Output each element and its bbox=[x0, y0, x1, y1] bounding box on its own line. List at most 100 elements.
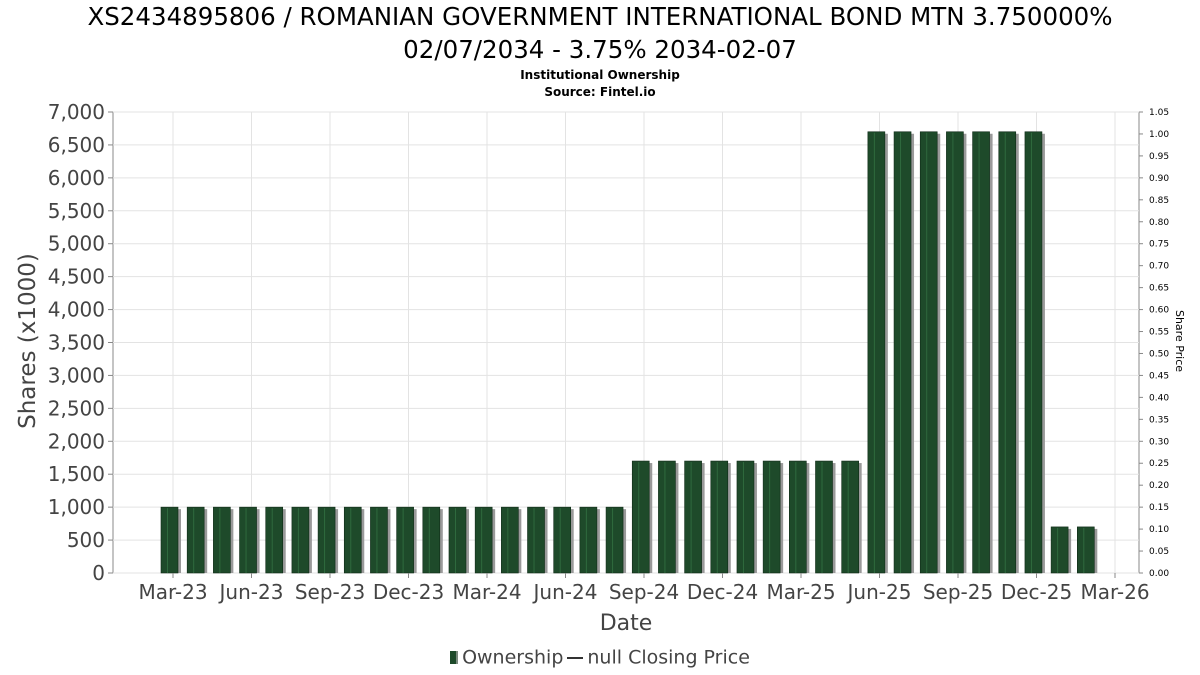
ownership-bar bbox=[422, 506, 441, 574]
y2-tick-label: 0.20 bbox=[1149, 481, 1169, 491]
y-tick-label: 3,500 bbox=[48, 331, 105, 355]
y-axis-label: Shares (x1000) bbox=[15, 253, 41, 429]
ownership-bar bbox=[579, 506, 598, 574]
y-tick-label: 4,500 bbox=[48, 265, 105, 289]
y2-tick-label: 0.95 bbox=[1149, 152, 1169, 162]
ownership-bar bbox=[448, 506, 467, 574]
price-legend-swatch bbox=[567, 656, 584, 659]
x-tick-label: Mar-24 bbox=[452, 580, 521, 604]
ownership-bar bbox=[343, 506, 362, 574]
ownership-bar bbox=[317, 506, 336, 574]
ownership-bar bbox=[919, 131, 938, 574]
y2-tick-label: 0.35 bbox=[1149, 415, 1169, 425]
ownership-bar bbox=[291, 506, 310, 574]
ownership-bar bbox=[553, 506, 572, 574]
y-tick-label: 500 bbox=[67, 528, 105, 552]
x-tick-label: Dec-25 bbox=[1001, 580, 1072, 604]
ownership-bar bbox=[527, 506, 545, 574]
ownership-bar bbox=[396, 506, 414, 574]
ownership-bar bbox=[946, 131, 964, 574]
x-tick-label: Dec-23 bbox=[373, 580, 444, 604]
y-tick-label: 3,000 bbox=[48, 363, 105, 387]
y-tick-label: 7,000 bbox=[48, 100, 105, 124]
ownership-bar bbox=[762, 460, 781, 574]
y2-tick-label: 0.00 bbox=[1149, 569, 1169, 579]
y-tick-label: 1,000 bbox=[48, 495, 105, 519]
ownership-bar bbox=[1024, 131, 1043, 574]
y-tick-label: 6,000 bbox=[48, 166, 105, 190]
ownership-bar bbox=[710, 460, 729, 574]
x-tick-label: Mar-25 bbox=[766, 580, 835, 604]
y-tick-label: 0 bbox=[92, 561, 105, 585]
y2-tick-label: 0.05 bbox=[1149, 547, 1169, 557]
y-tick-label: 4,000 bbox=[48, 298, 105, 322]
y-tick-label: 5,000 bbox=[48, 232, 105, 256]
legend-price-label: null Closing Price bbox=[587, 646, 750, 669]
y2-tick-label: 0.65 bbox=[1149, 284, 1169, 294]
bars-group bbox=[160, 131, 1098, 574]
ownership-bar bbox=[893, 131, 912, 574]
y2-tick-label: 0.50 bbox=[1149, 349, 1169, 359]
ownership-bar bbox=[265, 506, 284, 574]
x-tick-label: Mar-26 bbox=[1080, 580, 1149, 604]
y2-tick-label: 0.80 bbox=[1149, 218, 1169, 228]
y2-tick-label: 0.55 bbox=[1149, 328, 1169, 338]
axes-group: 0 500 1,000 1,500 2,000 2,500 3,000 3,500 4,000 4… bbox=[48, 100, 1170, 604]
legend-ownership-label: Ownership bbox=[462, 646, 564, 669]
ownership-bar bbox=[867, 131, 886, 574]
ownership-bar bbox=[605, 506, 624, 574]
y2-tick-label: 0.10 bbox=[1149, 525, 1169, 535]
ownership-bar bbox=[186, 506, 205, 574]
ownership-bar bbox=[213, 506, 231, 574]
x-tick-label: Sep-24 bbox=[609, 580, 679, 604]
y2-tick-label: 0.90 bbox=[1149, 174, 1169, 184]
ownership-legend-swatch bbox=[450, 651, 459, 664]
x-tick-label: Sep-23 bbox=[295, 580, 365, 604]
ownership-bar bbox=[631, 460, 650, 574]
y2-tick-label: 0.45 bbox=[1149, 371, 1169, 381]
y-tick-label: 2,500 bbox=[48, 396, 105, 420]
y2-tick-label: 0.40 bbox=[1149, 393, 1169, 403]
y2-tick-label: 0.70 bbox=[1149, 262, 1169, 272]
ownership-bar bbox=[815, 460, 833, 574]
x-tick-label: Dec-24 bbox=[687, 580, 758, 604]
y2-tick-label: 0.30 bbox=[1149, 437, 1169, 447]
y2-tick-label: 0.75 bbox=[1149, 240, 1169, 250]
x-tick-label: Jun-24 bbox=[532, 580, 598, 604]
chart-title-line2: 02/07/2034 - 3.75% 2034-02-07 bbox=[403, 35, 797, 64]
ownership-bar bbox=[658, 460, 676, 574]
x-tick-label: Mar-23 bbox=[138, 580, 207, 604]
y2-axis-label: Share Price bbox=[1173, 310, 1186, 372]
ownership-bar bbox=[972, 131, 990, 574]
ownership-bar bbox=[684, 460, 702, 574]
y-tick-label: 1,500 bbox=[48, 462, 105, 486]
ownership-bar bbox=[736, 460, 755, 574]
x-axis-label: Date bbox=[600, 611, 653, 636]
y2-tick-label: 0.15 bbox=[1149, 503, 1169, 513]
chart-subtitle: Institutional Ownership bbox=[520, 68, 680, 82]
ownership-bar bbox=[1077, 526, 1095, 574]
ownership-bar bbox=[501, 506, 519, 574]
y-tick-label: 5,500 bbox=[48, 199, 105, 223]
y-tick-label: 2,000 bbox=[48, 429, 105, 453]
ownership-bar bbox=[998, 131, 1017, 574]
chart-title-line1: XS2434895806 / ROMANIAN GOVERNMENT INTER… bbox=[87, 2, 1113, 31]
x-tick-label: Jun-25 bbox=[846, 580, 912, 604]
x-tick-label: Sep-25 bbox=[923, 580, 993, 604]
y-tick-label: 6,500 bbox=[48, 133, 105, 157]
y2-tick-label: 0.60 bbox=[1149, 306, 1169, 316]
x-tick-label: Jun-23 bbox=[218, 580, 284, 604]
ownership-bar bbox=[370, 506, 388, 574]
ownership-bar bbox=[789, 460, 807, 574]
legend: Ownership null Closing Price bbox=[0, 646, 1200, 669]
ownership-bar bbox=[474, 506, 493, 574]
y2-tick-label: 0.25 bbox=[1149, 459, 1169, 469]
ownership-bar bbox=[841, 460, 859, 574]
ownership-bar bbox=[1050, 526, 1069, 574]
y2-tick-label: 0.85 bbox=[1149, 196, 1169, 206]
chart-source: Source: Fintel.io bbox=[544, 85, 656, 99]
ownership-bar bbox=[239, 506, 257, 574]
y2-tick-label: 1.00 bbox=[1149, 130, 1169, 140]
ownership-bar bbox=[160, 506, 179, 574]
